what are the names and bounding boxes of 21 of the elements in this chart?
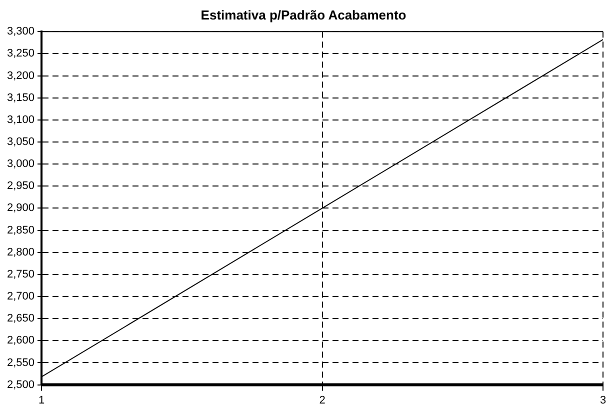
y-tick-label: 2,850 — [6, 224, 35, 236]
y-tick-label: 3,250 — [6, 48, 35, 60]
y-tick-label: 3,100 — [6, 114, 35, 126]
x-tick-label: 2 — [319, 394, 326, 406]
y-tick-label: 3,150 — [6, 92, 35, 104]
y-tick-label: 2,900 — [6, 202, 35, 214]
x-tick-label: 1 — [38, 394, 45, 406]
y-tick-label: 2,500 — [6, 378, 35, 391]
y-tick-label: 3,200 — [6, 70, 35, 82]
y-tick-label: 2,800 — [6, 246, 35, 258]
y-tick-label: 2,750 — [6, 268, 35, 280]
y-tick-label: 3,300 — [6, 26, 35, 38]
y-tick-label: 2,600 — [6, 334, 35, 347]
chart-title: Estimativa p/Padrão Acabamento — [200, 7, 406, 22]
y-tick-label: 2,550 — [6, 356, 35, 369]
y-tick-label: 2,650 — [6, 312, 35, 325]
x-tick-label: 3 — [600, 394, 606, 406]
y-tick-label: 2,950 — [6, 180, 35, 192]
y-tick-label: 2,700 — [6, 290, 35, 303]
y-tick-label: 3,050 — [6, 136, 35, 148]
y-tick-label: 3,000 — [6, 158, 35, 170]
